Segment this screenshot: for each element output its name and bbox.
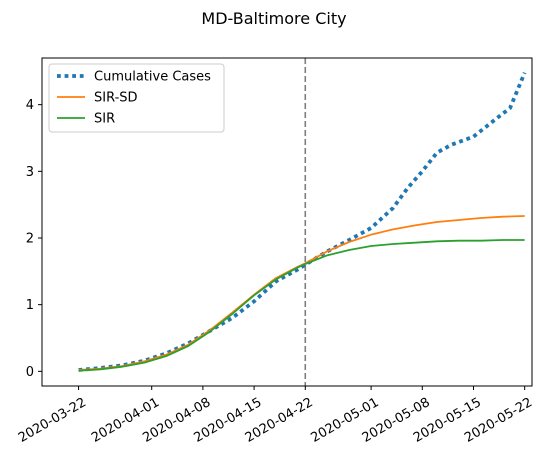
legend-box xyxy=(48,63,225,133)
y-tick-label: 3 xyxy=(26,165,34,180)
plot-frame xyxy=(41,57,533,387)
y-tick-label: 2 xyxy=(26,232,34,247)
legend-label: SIR xyxy=(94,112,115,127)
y-tick-label: 4 xyxy=(26,98,34,113)
x-tick-label: 2020-03-22 xyxy=(16,395,89,446)
legend-label: SIR-SD xyxy=(94,91,138,106)
legend: Cumulative Cases SIR-SD SIR xyxy=(48,63,225,133)
series-line-sir xyxy=(78,239,525,372)
y-tick-label: 0 xyxy=(26,365,34,380)
y-tick-label: 1 xyxy=(26,298,34,313)
legend-label: Cumulative Cases xyxy=(94,70,211,85)
chart-title: MD-Baltimore City xyxy=(201,9,346,28)
series-line-sir-sd xyxy=(78,215,525,371)
